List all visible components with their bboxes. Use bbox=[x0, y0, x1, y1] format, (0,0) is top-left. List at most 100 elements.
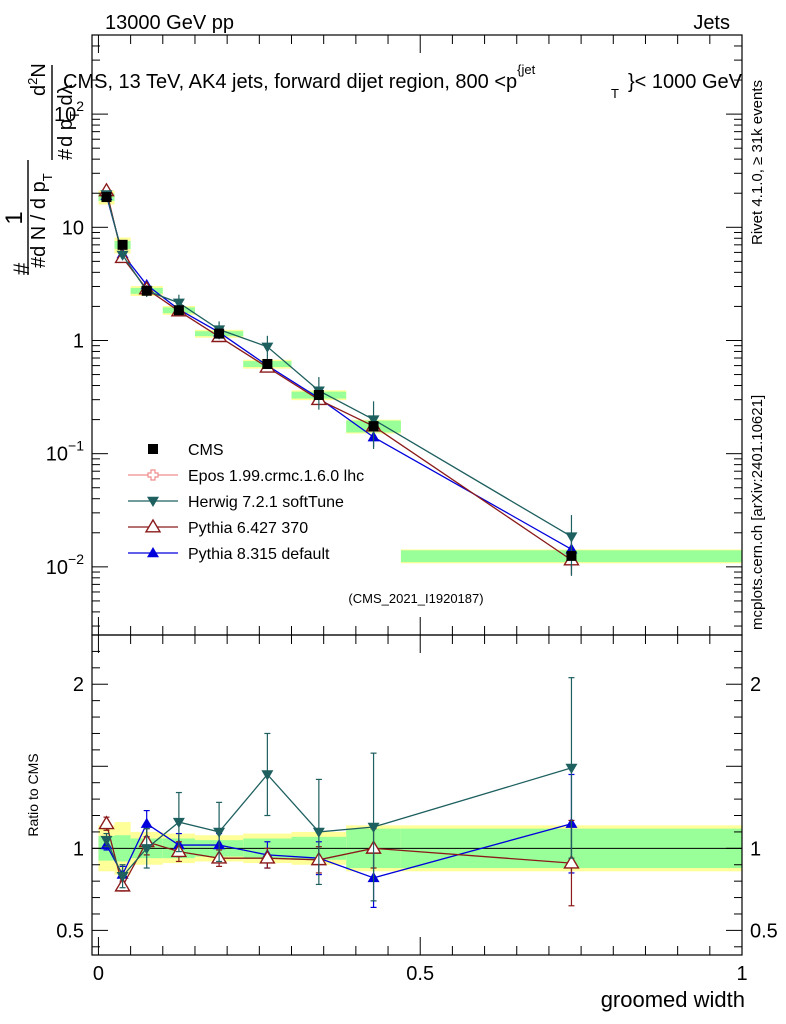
y-axis-num2-text: d p bbox=[55, 119, 77, 147]
main-y-tick-label: 102 bbox=[54, 98, 84, 126]
main-y-tick-base: 10 bbox=[46, 557, 68, 579]
legend-marker-cms bbox=[148, 444, 158, 454]
main-y-tick-base: 10 bbox=[46, 444, 68, 466]
y-axis-num2-hash: # bbox=[55, 148, 77, 160]
point-cms bbox=[313, 389, 324, 400]
point-herwig bbox=[367, 415, 380, 426]
main-y-tick-base: 1 bbox=[73, 330, 84, 352]
legend-marker-pythia6 bbox=[144, 518, 162, 533]
point-cms bbox=[101, 192, 112, 203]
analysis-id: (CMS_2021_I1920187) bbox=[348, 591, 483, 606]
plot-title-main: CMS, 13 TeV, AK4 jets, forward dijet reg… bbox=[63, 71, 517, 93]
point-cms bbox=[262, 358, 273, 369]
ratio-point-herwig bbox=[261, 770, 274, 781]
main-y-tick-exp: −1 bbox=[68, 438, 84, 454]
ratio-point-herwig bbox=[140, 844, 153, 855]
main-y-tick-base: 10 bbox=[62, 217, 84, 239]
point-cms bbox=[566, 550, 577, 561]
x-tick-label: 0 bbox=[93, 963, 104, 985]
ratio-point-pythia8 bbox=[140, 817, 153, 828]
main-y-tick-exp: −2 bbox=[68, 551, 84, 567]
main-frame bbox=[91, 34, 743, 636]
main-y-tick-base: 10 bbox=[54, 104, 76, 126]
y-axis-label: # 1 #d N / d pT #d pT dλ d2N bbox=[1, 63, 82, 275]
main-y-tick-label: 10 bbox=[62, 217, 84, 239]
x-tick-label: 0.5 bbox=[406, 963, 434, 985]
main-y-tick-label: 10−2 bbox=[46, 551, 84, 579]
legend-label-pythia6: Pythia 6.427 370 bbox=[188, 520, 308, 537]
ratio-point-herwig bbox=[100, 835, 113, 847]
ratio-y-tick-label-left: 1 bbox=[73, 838, 84, 860]
x-tick-label: 1 bbox=[736, 963, 747, 985]
point-herwig bbox=[565, 532, 578, 543]
ratio-y-tick-label-right: 2 bbox=[750, 674, 761, 696]
category-label: Jets bbox=[693, 12, 730, 34]
ratio-point-pythia6 bbox=[259, 849, 276, 864]
plot-title: CMS, 13 TeV, AK4 jets, forward dijet reg… bbox=[63, 62, 743, 101]
point-cms bbox=[141, 285, 152, 296]
point-cms bbox=[368, 421, 379, 432]
y-axis-numerator-2: #d pT dλ bbox=[55, 84, 82, 160]
series-line-herwig bbox=[105, 194, 572, 538]
ratio-axis-label: Ratio to CMS bbox=[25, 753, 41, 836]
series-pythia6 bbox=[98, 182, 580, 575]
y-axis-denominator: #d N / d pT bbox=[28, 173, 55, 268]
rivet-label: Rivet 4.1.0, ≥ 31k events bbox=[749, 80, 766, 245]
ratio-y-tick-label-right: 1 bbox=[750, 838, 761, 860]
ratio-y-tick-label-right: 0.5 bbox=[750, 920, 778, 942]
ratio-point-pythia6 bbox=[98, 815, 115, 830]
legend-label-herwig: Herwig 7.2.1 softTune bbox=[188, 494, 344, 511]
ratio-point-herwig bbox=[213, 827, 226, 838]
plot-title-end: }< 1000 GeV bbox=[628, 71, 743, 93]
ratio-ticks: 0.5 0.5 1 1 2 2 bbox=[56, 650, 778, 948]
x-axis: 0 0.5 1 bbox=[93, 35, 748, 985]
y-axis-den-sub: T bbox=[40, 173, 55, 181]
legend-marker-epos bbox=[147, 469, 159, 481]
y-axis-den-hash: # bbox=[28, 256, 50, 268]
ratio-point-herwig bbox=[367, 822, 380, 833]
legend: CMS Epos 1.99.crmc.1.6.0 lhc Herwig 7.2.1 … bbox=[128, 442, 364, 563]
series-herwig bbox=[100, 190, 578, 576]
y-axis-top-end: N bbox=[28, 63, 50, 77]
main-series bbox=[98, 182, 580, 576]
y-axis-num-one: 1 bbox=[1, 211, 28, 224]
point-cms bbox=[117, 239, 128, 250]
y-axis-num2-sub: T bbox=[67, 111, 82, 119]
y-axis-top-sup: 2 bbox=[25, 78, 40, 85]
ratio-series bbox=[98, 677, 580, 909]
legend-marker-herwig bbox=[147, 496, 159, 507]
y-axis-top: d2N bbox=[25, 63, 50, 96]
point-cms bbox=[173, 305, 184, 316]
legend-marker-pythia8 bbox=[147, 547, 159, 558]
ratio-point-pythia6 bbox=[563, 854, 580, 869]
ratio-point-herwig bbox=[312, 827, 325, 838]
ratio-frame bbox=[91, 634, 743, 956]
y-axis-top-text: d bbox=[28, 85, 50, 96]
point-herwig bbox=[116, 250, 129, 261]
plot-title-sup: {jet bbox=[517, 62, 535, 77]
y-axis-den-text: d N / d p bbox=[28, 181, 50, 257]
main-y-tick-label: 1 bbox=[73, 330, 84, 352]
main-y-tick-exp: 2 bbox=[76, 98, 84, 114]
point-herwig bbox=[261, 342, 274, 353]
mcplots-label: mcplots.cern.ch [arXiv:2401.10621] bbox=[749, 395, 766, 630]
ratio-series-herwig bbox=[100, 677, 578, 902]
ratio-y-tick-label-left: 2 bbox=[73, 674, 84, 696]
ratio-point-herwig bbox=[172, 817, 185, 829]
x-axis-label: groomed width bbox=[601, 987, 745, 1012]
energy-label: 13000 GeV pp bbox=[105, 12, 234, 34]
main-y-tick-label: 10−1 bbox=[46, 438, 84, 466]
series-cms bbox=[101, 192, 577, 561]
point-herwig bbox=[172, 298, 185, 309]
ratio-panel: 0.5 0.5 1 1 2 2 Ratio to CMS bbox=[25, 634, 778, 956]
ratio-point-herwig bbox=[116, 872, 129, 883]
point-cms bbox=[214, 328, 225, 339]
legend-label-cms: CMS bbox=[188, 442, 224, 459]
ratio-point-herwig bbox=[565, 763, 578, 774]
plot-title-sub: T bbox=[611, 86, 619, 101]
ratio-y-tick-label-left: 0.5 bbox=[56, 920, 84, 942]
y-axis-num2-end: dλ bbox=[55, 84, 77, 111]
